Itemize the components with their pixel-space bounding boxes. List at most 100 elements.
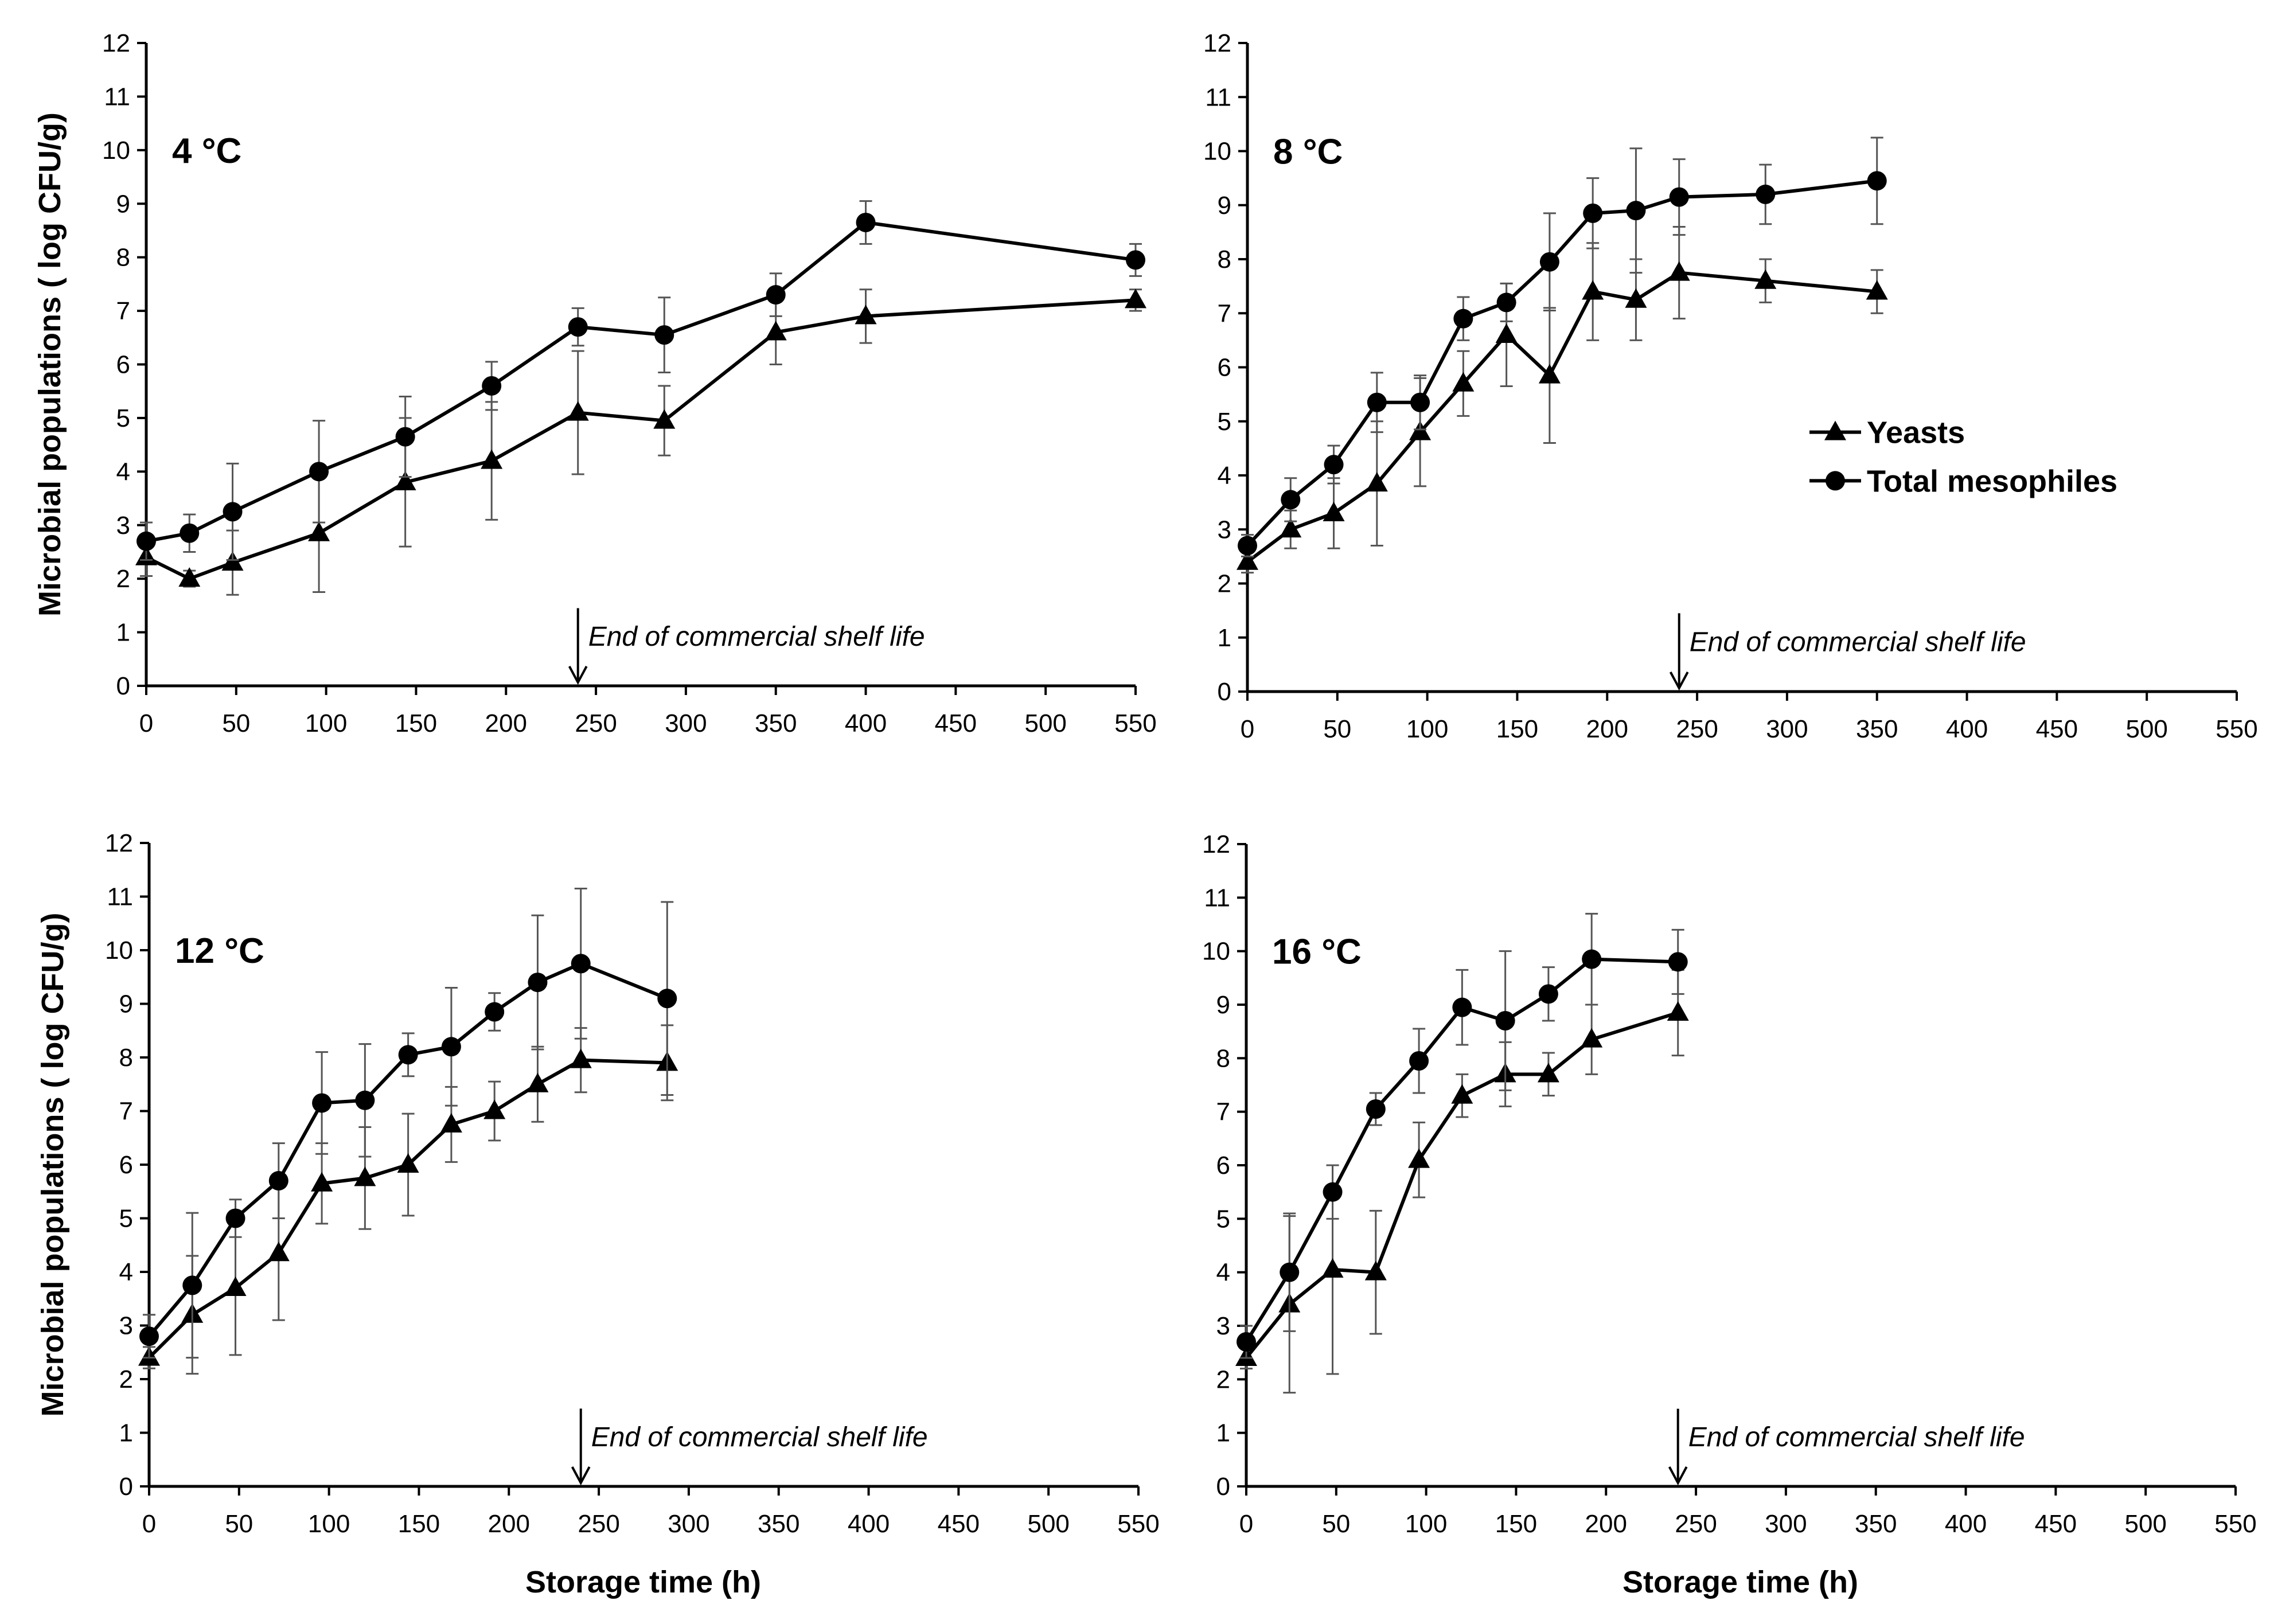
data-point-circle [1409, 1051, 1429, 1071]
series-line [1245, 957, 1678, 1343]
shelf-life-arrow-head [568, 666, 588, 685]
x-tick-label: 400 [1945, 1510, 1987, 1538]
y-tick-label: 2 [1218, 570, 1231, 598]
y-tick-label: 6 [1216, 1151, 1230, 1180]
x-axis-title: Storage time (h) [525, 1565, 761, 1599]
y-tick-label: 8 [119, 1044, 133, 1072]
x-tick-label: 550 [1114, 709, 1156, 737]
y-tick-label: 11 [1204, 884, 1230, 912]
y-tick-label: 0 [1218, 678, 1231, 706]
data-point-triangle [1866, 280, 1888, 300]
x-tick-label: 400 [1946, 715, 1988, 743]
x-tick-label: 250 [1675, 1510, 1717, 1538]
data-point-circle [856, 212, 876, 232]
data-point-triangle [1408, 1148, 1430, 1168]
data-point-circle [268, 1171, 288, 1191]
y-tick-label: 12 [1202, 830, 1230, 858]
x-tick-label: 500 [1027, 1510, 1069, 1538]
y-tick-label: 4 [1218, 462, 1231, 490]
data-point-circle [528, 973, 548, 993]
data-point-circle [355, 1090, 375, 1110]
x-tick-label: 100 [308, 1510, 350, 1538]
y-tick-label: 3 [1216, 1312, 1230, 1340]
data-point-triangle [1451, 1084, 1473, 1104]
shelf-life-annotation: End of commercial shelf life [591, 1422, 928, 1453]
y-tick-label: 8 [1216, 1044, 1230, 1072]
data-point-triangle [570, 1048, 592, 1068]
data-point-circle [1126, 250, 1145, 270]
panel-temperature-label: 8 °C [1273, 132, 1343, 172]
y-tick-label: 8 [116, 244, 130, 272]
data-point-triangle [1452, 372, 1475, 392]
y-tick-label: 1 [1216, 1419, 1230, 1447]
y-tick-label: 6 [1218, 354, 1231, 382]
data-point-circle [485, 1002, 505, 1022]
y-tick-label: 0 [119, 1473, 133, 1501]
legend: Yeasts Total mesophiles [1809, 416, 2117, 498]
data-point-circle [1495, 1011, 1515, 1030]
series-yeasts [138, 1024, 678, 1375]
data-point-circle [1323, 1182, 1343, 1202]
data-point-circle [1583, 203, 1603, 223]
x-tick-label: 350 [1855, 1510, 1897, 1538]
y-tick-label: 2 [116, 565, 130, 593]
y-tick-label: 7 [119, 1098, 133, 1126]
panel-temperature-label: 12 °C [175, 931, 264, 971]
panel-temperature-label: 16 °C [1272, 932, 1362, 972]
y-tick-label: 12 [105, 829, 133, 857]
data-point-circle [482, 376, 502, 396]
data-point-circle [139, 1326, 159, 1346]
x-tick-label: 150 [398, 1510, 440, 1538]
data-point-triangle [855, 304, 877, 325]
legend-label-total-mesophiles: Total mesophiles [1867, 464, 2117, 498]
x-tick-label: 350 [1856, 715, 1898, 743]
data-point-circle [180, 523, 200, 543]
data-point-circle [1669, 187, 1689, 207]
data-point-triangle [1125, 288, 1146, 309]
y-tick-label: 11 [104, 83, 130, 111]
x-tick-label: 250 [1676, 715, 1718, 743]
data-point-triangle [1280, 518, 1302, 538]
y-tick-label: 9 [116, 190, 130, 218]
data-point-triangle [394, 471, 416, 491]
data-point-triangle [1495, 323, 1518, 343]
x-tick-label: 100 [1406, 715, 1448, 743]
data-point-circle [1538, 984, 1558, 1004]
y-tick-label: 3 [116, 512, 130, 540]
data-point-circle [309, 462, 329, 482]
data-point-triangle [1625, 288, 1647, 308]
x-axis-title: Storage time (h) [1622, 1565, 1858, 1599]
data-point-triangle [354, 1166, 376, 1186]
x-tick-label: 150 [1495, 1510, 1537, 1538]
shelf-life-arrow-head [1669, 672, 1689, 691]
data-point-circle [1756, 184, 1776, 204]
y-tick-label: 1 [1218, 624, 1231, 652]
data-point-triangle [308, 521, 330, 541]
data-point-triangle [221, 551, 244, 571]
y-tick-label: 7 [1218, 299, 1231, 327]
x-tick-label: 150 [395, 709, 437, 737]
y-tick-label: 11 [107, 883, 133, 911]
data-point-circle [1281, 490, 1301, 510]
data-point-circle [657, 989, 677, 1009]
series-line [1246, 179, 1878, 547]
y-tick-label: 2 [1216, 1365, 1230, 1393]
x-tick-label: 100 [305, 709, 347, 737]
x-tick-label: 550 [2216, 715, 2257, 743]
data-point-triangle [1582, 280, 1604, 300]
x-tick-label: 50 [222, 709, 250, 737]
data-point-circle [1452, 997, 1472, 1017]
data-point-triangle [1409, 420, 1432, 440]
data-point-circle [1280, 1262, 1300, 1282]
y-axis-title: Microbial populations ( log CFU/g) [36, 913, 70, 1417]
data-point-triangle [567, 401, 589, 421]
data-point-circle [1453, 309, 1473, 329]
y-tick-label: 5 [119, 1205, 133, 1233]
legend-marker-triangle [1824, 420, 1846, 440]
data-point-circle [1324, 455, 1344, 475]
data-point-circle [441, 1037, 461, 1057]
data-point-triangle [1668, 261, 1690, 281]
